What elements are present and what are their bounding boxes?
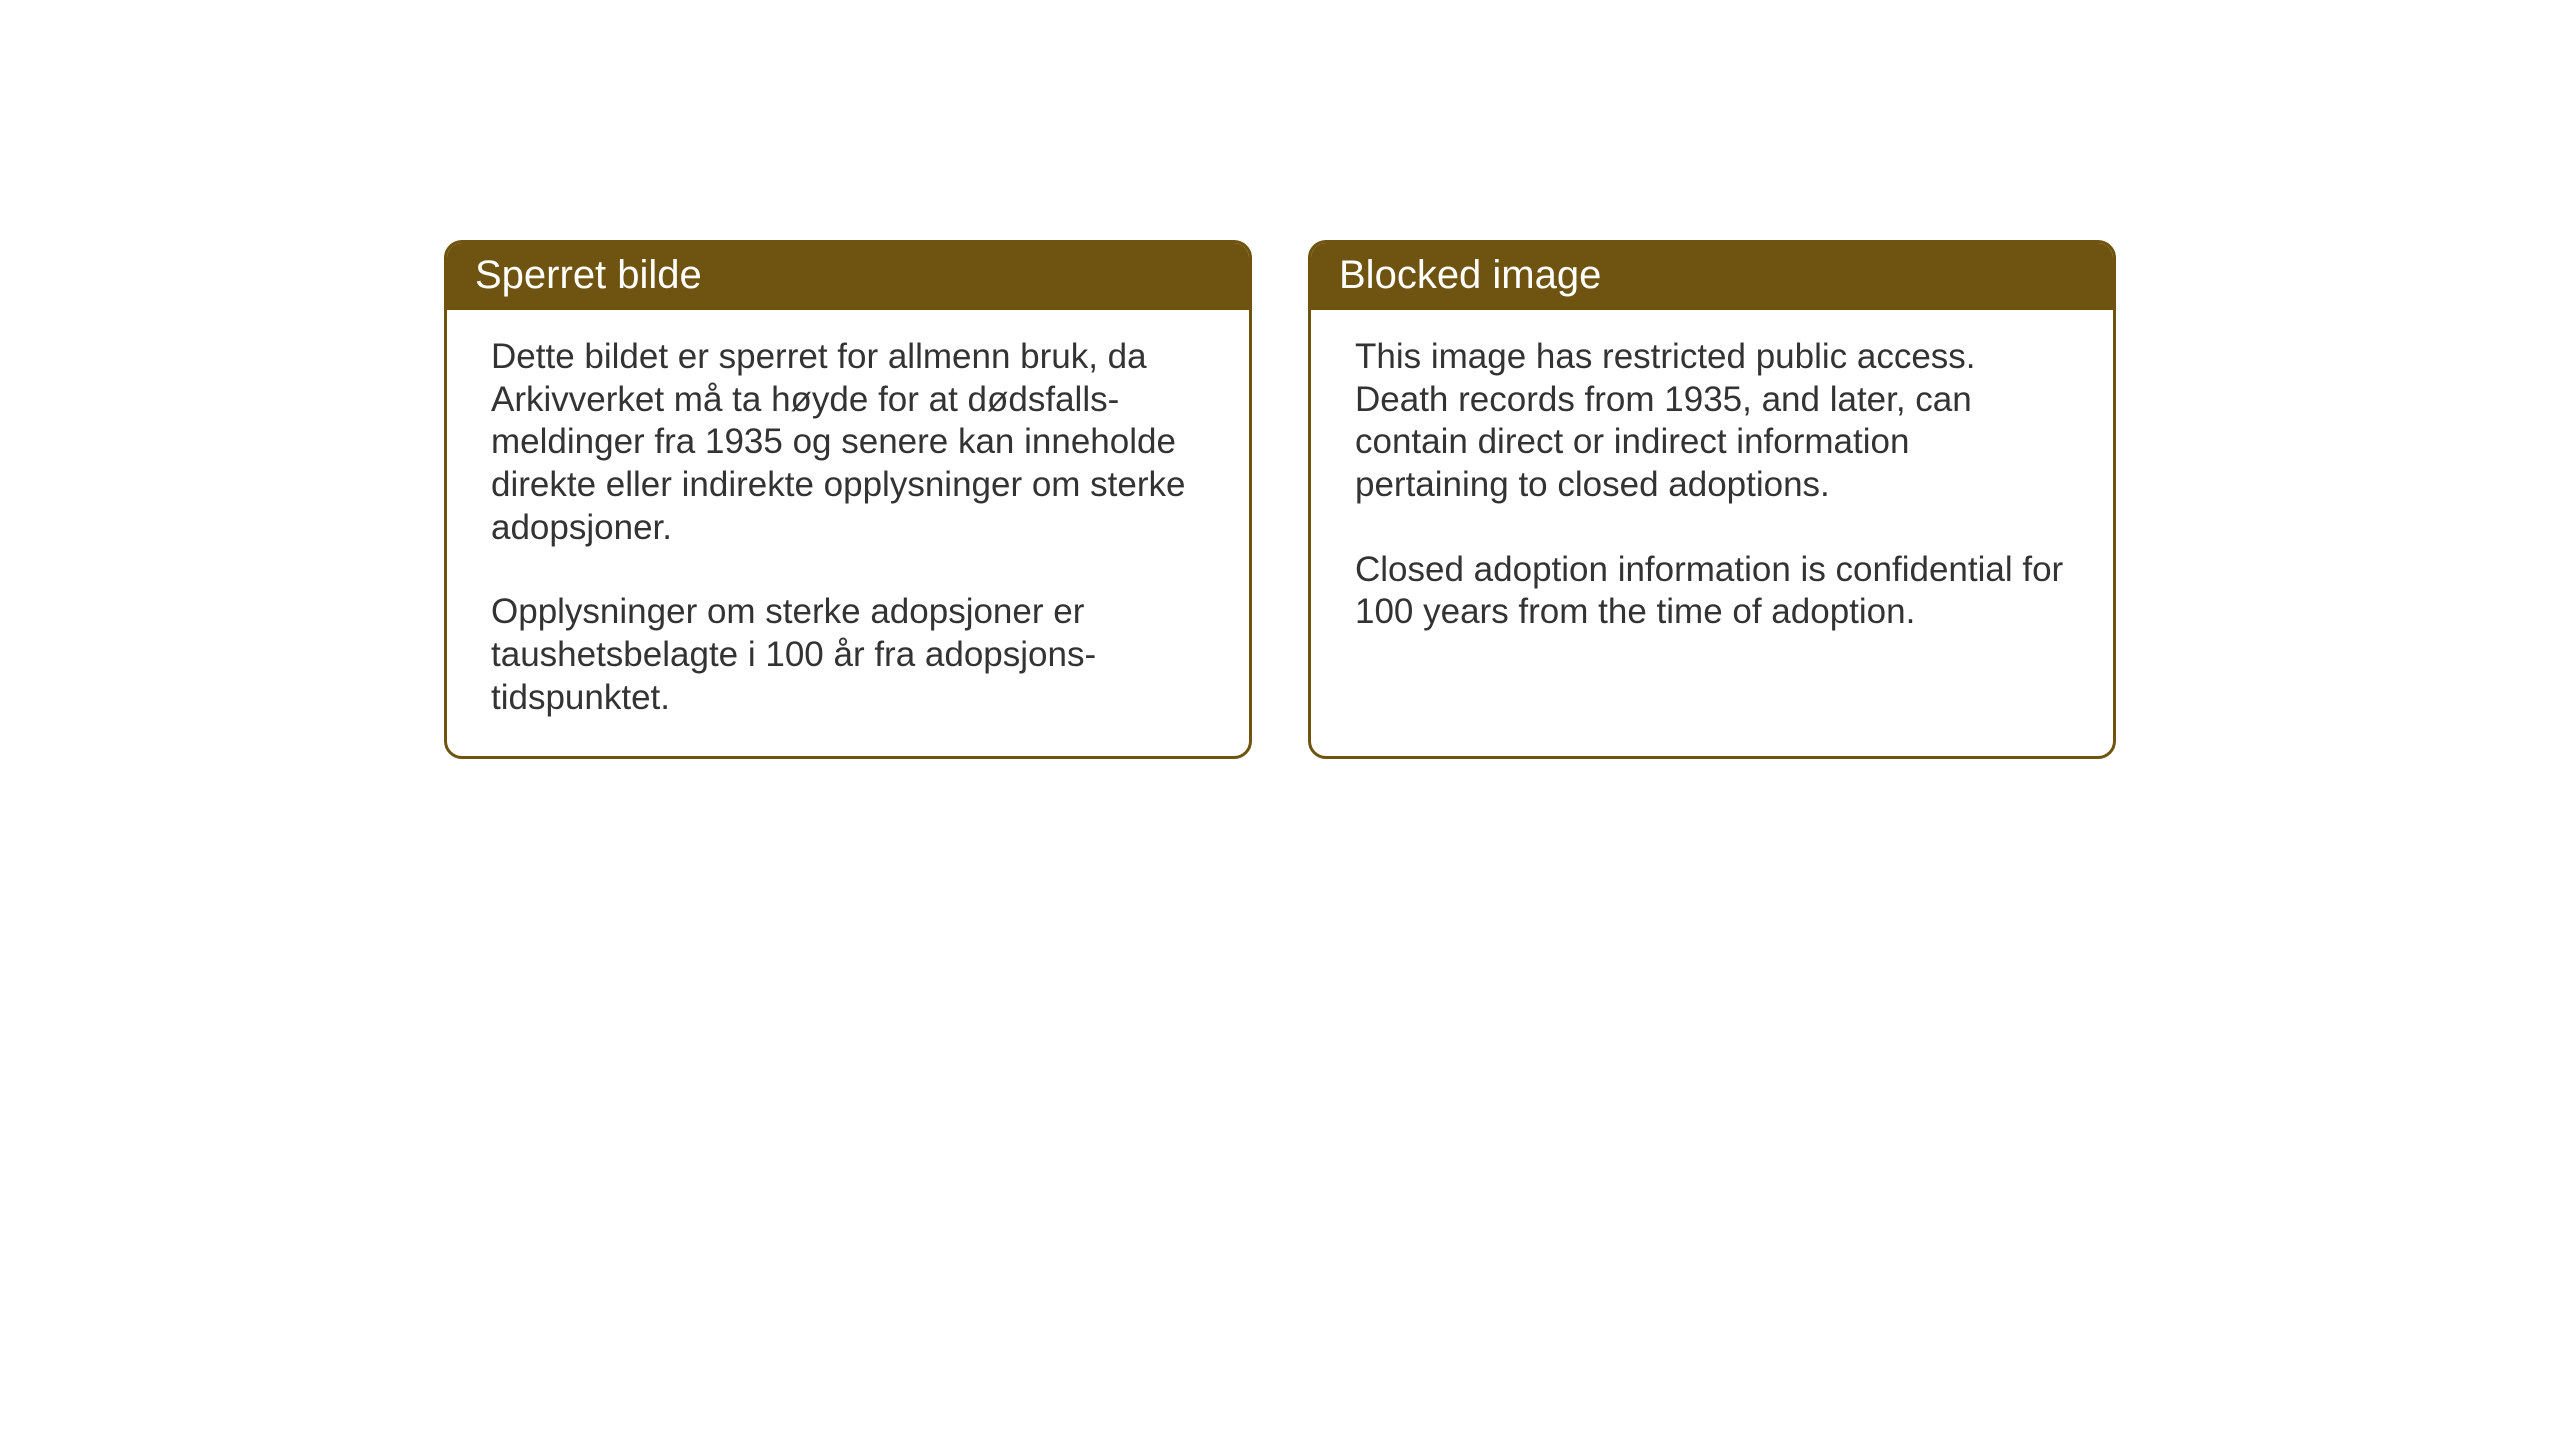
english-card-body: This image has restricted public access.… — [1311, 310, 2113, 670]
cards-container: Sperret bilde Dette bildet er sperret fo… — [0, 0, 2560, 759]
norwegian-paragraph-2: Opplysninger om sterke adopsjoner er tau… — [491, 591, 1205, 719]
english-paragraph-1: This image has restricted public access.… — [1355, 336, 2069, 507]
english-card-title: Blocked image — [1311, 243, 2113, 310]
norwegian-paragraph-1: Dette bildet er sperret for allmenn bruk… — [491, 336, 1205, 549]
norwegian-card-title: Sperret bilde — [447, 243, 1249, 310]
english-paragraph-2: Closed adoption information is confident… — [1355, 549, 2069, 634]
norwegian-card-body: Dette bildet er sperret for allmenn bruk… — [447, 310, 1249, 756]
norwegian-notice-card: Sperret bilde Dette bildet er sperret fo… — [444, 240, 1252, 759]
english-notice-card: Blocked image This image has restricted … — [1308, 240, 2116, 759]
